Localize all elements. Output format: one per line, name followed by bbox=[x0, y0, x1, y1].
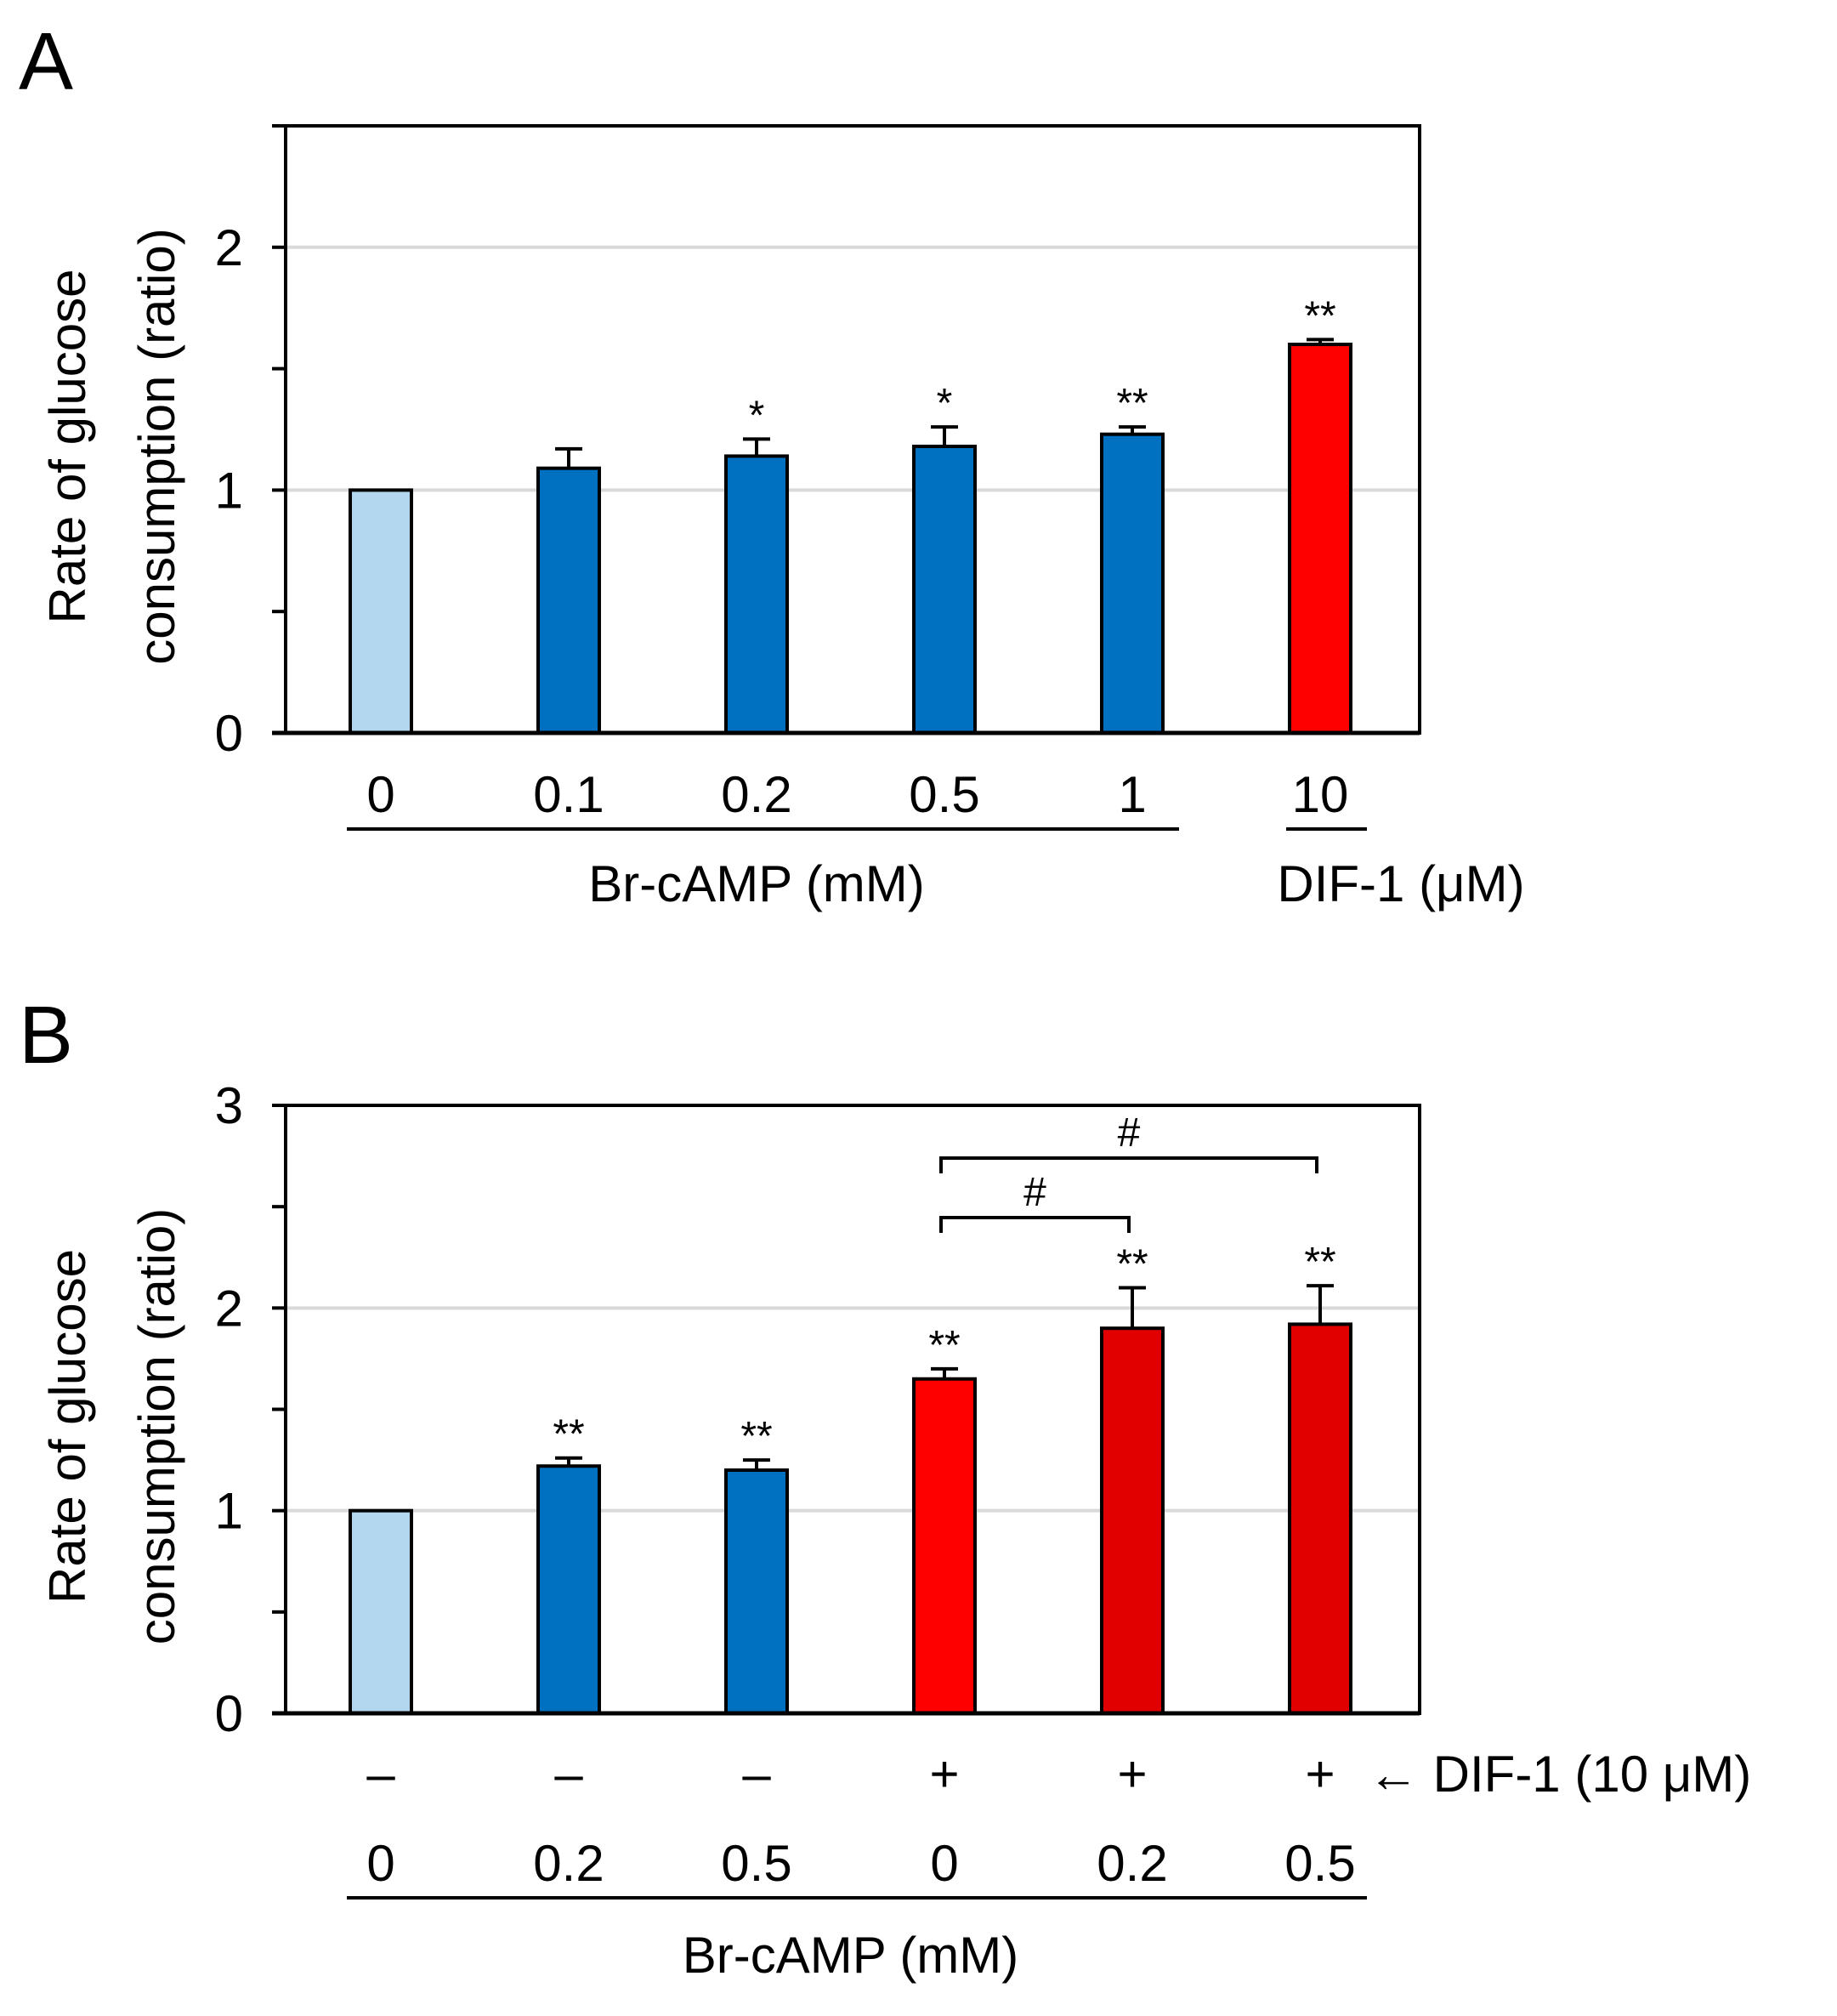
y-tick-label: 3 bbox=[215, 1077, 243, 1134]
panel-label-b: B bbox=[19, 990, 73, 1081]
significance-label: ** bbox=[1116, 1242, 1148, 1287]
x-tick-label: 0 bbox=[930, 1835, 958, 1892]
plot-frame bbox=[284, 124, 1421, 735]
dif-sign: – bbox=[742, 1746, 771, 1803]
bracket-label: # bbox=[1023, 1170, 1046, 1215]
x-tick-label: 0.1 bbox=[533, 766, 604, 823]
significance-label: ** bbox=[1304, 1240, 1335, 1285]
group-label: Br-cAMP (mM) bbox=[588, 855, 925, 912]
dif-row-label: ← DIF-1 (10 μM) bbox=[1368, 1746, 1751, 1803]
chart-b: 0 1 2 3 Rate of glucose consumption (ratio) **… bbox=[39, 1077, 1751, 1984]
bar bbox=[349, 488, 413, 735]
y-tick-label: 1 bbox=[215, 462, 243, 519]
significance-label: * bbox=[937, 381, 953, 426]
x-tick-label: 1 bbox=[1118, 766, 1146, 823]
bar bbox=[724, 454, 789, 735]
bar bbox=[912, 444, 977, 735]
dif-sign: + bbox=[1117, 1746, 1147, 1803]
plot-frame bbox=[284, 1104, 1421, 1715]
x-tick-label: 10 bbox=[1292, 766, 1349, 823]
y-axis-label-line1: Rate of glucose bbox=[39, 1249, 96, 1604]
bar bbox=[1100, 1326, 1165, 1715]
bar bbox=[1288, 343, 1352, 735]
y-axis-label-line2: consumption (ratio) bbox=[128, 1208, 185, 1645]
bar bbox=[1100, 432, 1165, 735]
x-tick-label: 0 bbox=[366, 1835, 394, 1892]
significance-bracket bbox=[939, 1216, 1131, 1233]
y-tick-label: 2 bbox=[215, 219, 243, 276]
x-tick-label: 0.5 bbox=[721, 1835, 791, 1892]
bracket-label: # bbox=[1118, 1110, 1141, 1156]
dif-sign: – bbox=[366, 1746, 395, 1803]
y-axis-label-line1: Rate of glucose bbox=[39, 270, 96, 624]
bar bbox=[1288, 1322, 1352, 1716]
x-tick-label: 0.2 bbox=[533, 1835, 604, 1892]
group-label: DIF-1 (μM) bbox=[1277, 855, 1524, 912]
significance-label: ** bbox=[1116, 381, 1148, 426]
bar bbox=[912, 1377, 977, 1715]
bar bbox=[536, 1464, 601, 1715]
significance-label: * bbox=[749, 393, 765, 438]
panel-label-a: A bbox=[19, 16, 73, 107]
x-tick-label: 0.5 bbox=[1284, 1835, 1355, 1892]
y-tick-label: 0 bbox=[215, 1685, 243, 1742]
y-tick-label: 1 bbox=[215, 1483, 243, 1540]
y-tick-label: 2 bbox=[215, 1280, 243, 1337]
significance-bracket bbox=[939, 1156, 1318, 1173]
dif-sign: + bbox=[929, 1746, 959, 1803]
dif-sign: + bbox=[1305, 1746, 1335, 1803]
significance-label: ** bbox=[553, 1412, 584, 1457]
significance-label: ** bbox=[740, 1414, 772, 1459]
x-tick-label: 0.5 bbox=[909, 766, 979, 823]
significance-label: ** bbox=[1304, 293, 1335, 338]
x-tick-label: 0.2 bbox=[1097, 1835, 1167, 1892]
y-tick-label: 0 bbox=[215, 705, 243, 762]
bar bbox=[724, 1468, 789, 1715]
x-tick-label: 0.2 bbox=[721, 766, 791, 823]
bar bbox=[536, 466, 601, 735]
significance-label: ** bbox=[928, 1323, 960, 1368]
x-tick-label: 0 bbox=[366, 766, 394, 823]
y-axis-label-line2: consumption (ratio) bbox=[128, 228, 185, 665]
bar bbox=[349, 1508, 413, 1715]
dif-sign: – bbox=[554, 1746, 583, 1803]
group-label: Br-cAMP (mM) bbox=[683, 1927, 1019, 1984]
